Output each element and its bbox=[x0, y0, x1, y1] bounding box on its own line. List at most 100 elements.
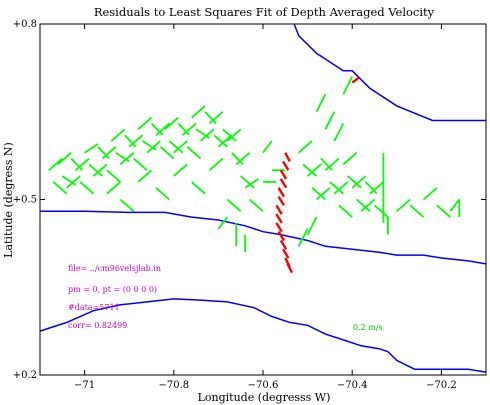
residual-vector bbox=[70, 157, 84, 171]
residual-vector bbox=[133, 157, 148, 171]
residual-vector bbox=[240, 175, 255, 189]
x-tick-label: −70.4 bbox=[337, 380, 368, 391]
x-tick-label: −70.2 bbox=[426, 380, 457, 391]
residual-vector-layer bbox=[48, 76, 461, 253]
highlight-vector bbox=[275, 213, 283, 224]
highlight-vector bbox=[282, 160, 290, 171]
residual-vector bbox=[217, 134, 233, 148]
residual-vector bbox=[61, 175, 77, 186]
residual-vector bbox=[155, 122, 170, 136]
residual-vector bbox=[342, 76, 354, 95]
residual-vector bbox=[449, 198, 460, 212]
annotation-corr: corr= 0.82499 bbox=[68, 321, 127, 330]
residual-vector bbox=[262, 140, 273, 154]
annotation-params: pm = 0, pt = (0 0 0 0) bbox=[68, 285, 157, 294]
residual-vector bbox=[195, 128, 210, 139]
residual-vector bbox=[173, 140, 188, 154]
residual-vector bbox=[369, 181, 385, 195]
coastline-1 bbox=[40, 210, 487, 265]
residual-vector bbox=[333, 181, 349, 195]
highlight-vector bbox=[286, 263, 294, 274]
residual-vector bbox=[92, 163, 108, 177]
residual-vector bbox=[75, 157, 90, 171]
residual-vector bbox=[342, 152, 358, 166]
residual-vector bbox=[422, 187, 438, 201]
highlight-vector bbox=[284, 152, 291, 163]
residual-vector bbox=[356, 198, 371, 212]
x-axis-label: Longitude (degresss W) bbox=[198, 391, 331, 404]
residual-vector bbox=[324, 157, 340, 171]
residual-vector bbox=[164, 116, 179, 130]
coastline-0 bbox=[293, 23, 486, 122]
residual-vector bbox=[307, 163, 322, 177]
residual-vector bbox=[315, 93, 327, 113]
residual-vector bbox=[320, 157, 333, 171]
residual-vector bbox=[52, 181, 68, 195]
highlight-vector bbox=[275, 204, 283, 215]
residual-vector bbox=[351, 175, 367, 189]
residual-vector bbox=[235, 152, 251, 166]
residual-vector bbox=[204, 111, 217, 125]
residual-vector bbox=[199, 128, 215, 142]
residual-vector bbox=[137, 169, 153, 183]
residual-vector bbox=[347, 175, 362, 189]
residual-vector bbox=[226, 128, 242, 142]
residual-vector bbox=[315, 187, 331, 201]
residual-vector bbox=[88, 163, 104, 177]
y-tick-layer: +0.2 +0.5 +0.8 bbox=[13, 19, 486, 381]
residual-vector bbox=[436, 204, 451, 218]
residual-vector bbox=[79, 181, 95, 195]
residual-vector bbox=[155, 187, 170, 201]
residual-vector bbox=[142, 140, 157, 151]
residual-vector bbox=[119, 198, 135, 212]
highlight-vector bbox=[282, 248, 290, 259]
residual-vector bbox=[182, 122, 197, 136]
residual-vector bbox=[177, 122, 191, 136]
residual-vector bbox=[191, 181, 206, 195]
residual-vector bbox=[101, 146, 117, 160]
highlight-vector bbox=[351, 76, 360, 84]
highlight-vector bbox=[279, 178, 288, 189]
residual-vector bbox=[173, 163, 188, 177]
x-tick-layer: −71 −70.8 −70.6 −70.4 −70.2 bbox=[74, 24, 457, 391]
residual-vector bbox=[97, 146, 110, 160]
residual-vector bbox=[226, 198, 242, 212]
chart-title: Residuals to Least Squares Fit of Depth … bbox=[94, 5, 435, 19]
y-tick-label: +0.2 bbox=[13, 370, 37, 381]
residual-vector bbox=[302, 163, 318, 177]
x-tick-label: −70.6 bbox=[248, 380, 279, 391]
residual-vector bbox=[137, 116, 153, 130]
residual-vector bbox=[115, 151, 130, 163]
residual-vector bbox=[244, 178, 260, 189]
highlight-vector bbox=[279, 239, 288, 250]
residual-vector bbox=[222, 128, 237, 142]
residual-vector bbox=[208, 157, 224, 171]
highlight-vector bbox=[277, 187, 285, 198]
residual-vector bbox=[48, 157, 63, 171]
residual-vector bbox=[306, 216, 318, 236]
annotation-file: file= ../cm96velsjlab.in bbox=[68, 264, 161, 273]
residual-vector bbox=[208, 111, 224, 125]
x-tick-label: −70.8 bbox=[158, 380, 189, 391]
residual-vector bbox=[213, 134, 228, 148]
coastline-2 bbox=[39, 298, 487, 373]
residual-vector bbox=[324, 111, 336, 130]
y-tick-label: +0.8 bbox=[13, 19, 37, 30]
residual-vector bbox=[159, 146, 175, 160]
highlight-vector bbox=[277, 231, 285, 242]
annotation-ndata: #data=5711 bbox=[68, 303, 120, 312]
residual-vector bbox=[249, 198, 264, 212]
residual-vector bbox=[298, 140, 313, 154]
residual-vector bbox=[66, 175, 81, 189]
residual-vector bbox=[106, 169, 121, 183]
x-tick-label: −71 bbox=[74, 380, 95, 391]
residual-vector bbox=[333, 123, 345, 142]
residual-vector bbox=[297, 228, 309, 247]
residual-vector bbox=[396, 198, 411, 212]
residual-vector bbox=[124, 134, 137, 148]
highlight-vector bbox=[275, 222, 283, 233]
residual-vector bbox=[168, 140, 184, 154]
residual-vector bbox=[128, 134, 144, 148]
highlight-vector bbox=[277, 195, 285, 206]
